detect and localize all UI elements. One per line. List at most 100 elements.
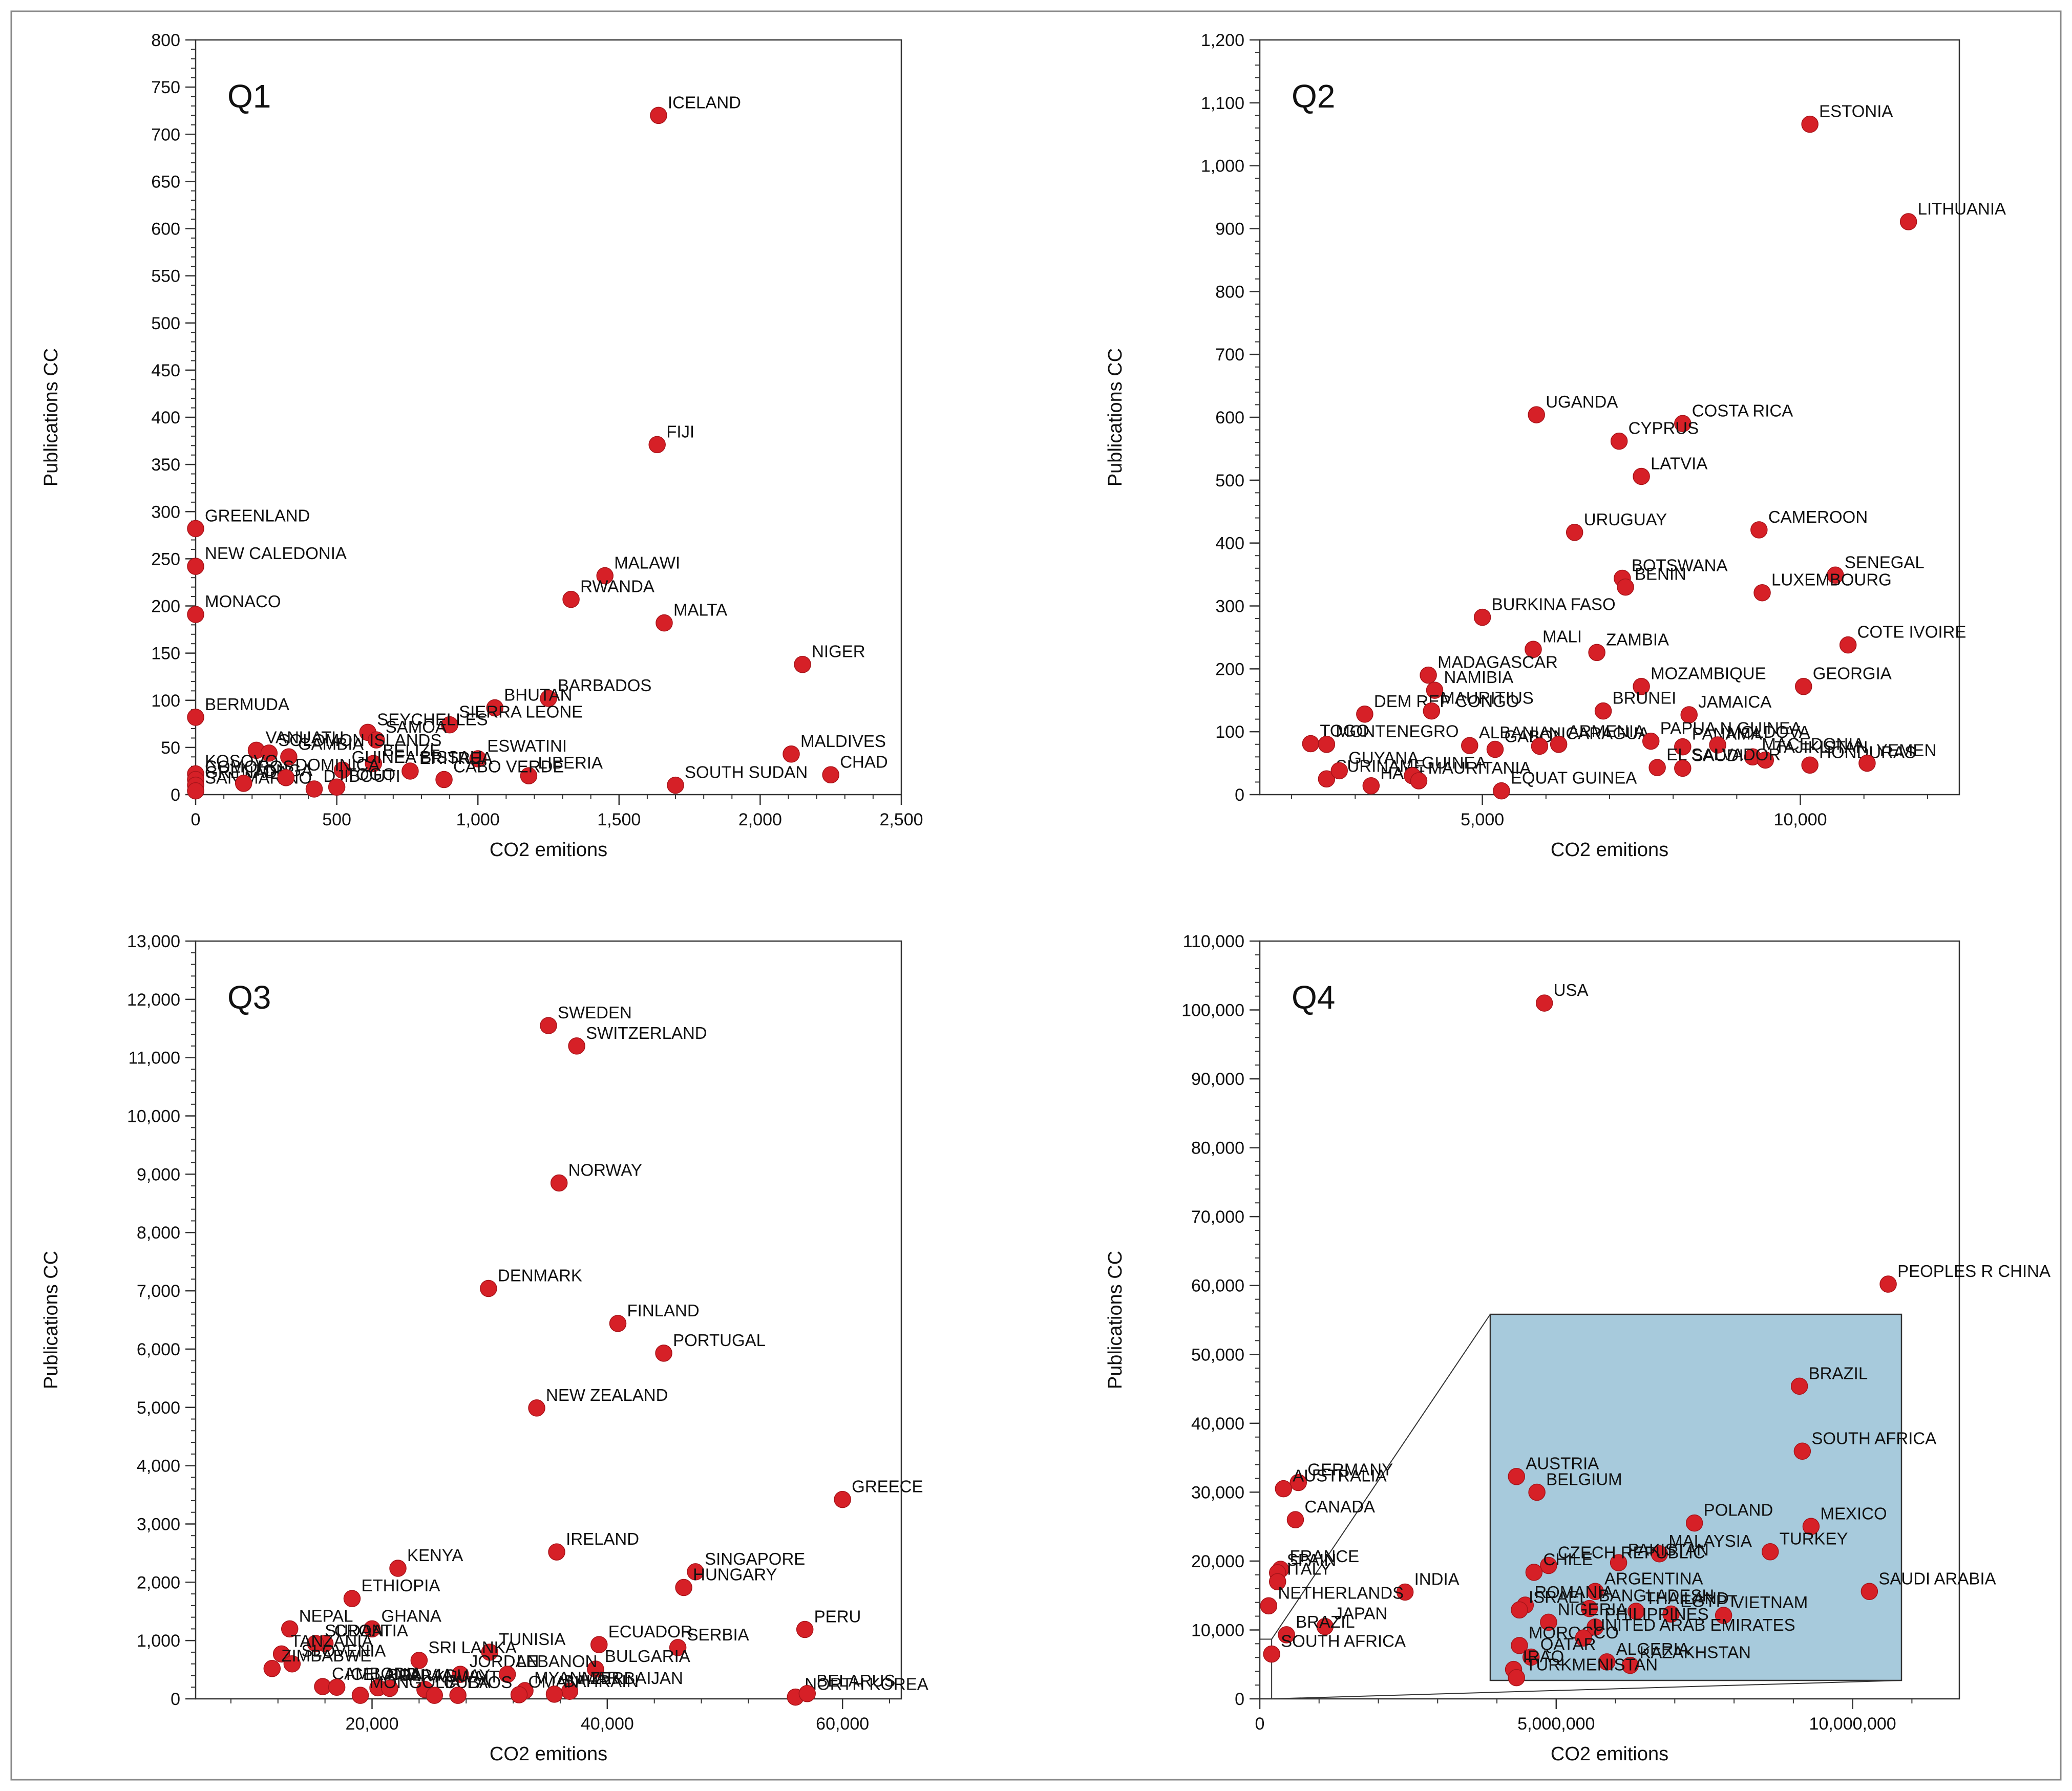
q4-inset-point-nigeria	[1540, 1613, 1557, 1631]
panel-2-point-label-montenegro: MONTENEGRO	[1336, 722, 1458, 741]
panel-3-point-ghana	[363, 1620, 381, 1638]
panel-2-point-equat-guinea	[1493, 782, 1510, 800]
panel-1-point-new-caledonia	[187, 558, 204, 575]
panel-1-title: Q1	[227, 78, 271, 115]
panel-3-point-label-serbia: SERBIA	[687, 1625, 749, 1644]
panel-1-point-label-maldives: MALDIVES	[800, 732, 886, 751]
panel-1-point-dominica	[277, 769, 295, 786]
q4-inset-point-label-philippines: PHILIPPINES	[1604, 1605, 1709, 1624]
q4-inset-point-qatar	[1522, 1648, 1540, 1666]
q4-inset-point-austria	[1508, 1467, 1526, 1485]
panel-2-point-tajikistan	[1757, 751, 1774, 769]
panel-2: Q2 0 100 200 300 400 500 600 700 800 900 1,000 1,100…	[1105, 31, 2006, 861]
q4-inset-panel	[1489, 1313, 1902, 1681]
panel-4-x-tick-label: 10,000,000	[1809, 1714, 1896, 1734]
panel-1-point-label-bhutan: BHUTAN	[504, 685, 572, 704]
panel-2-point-benin	[1617, 578, 1634, 596]
panel-2-point-label-lithuania: LITHUANIA	[1918, 199, 2006, 218]
q4-inset-point-label-south-africa: SOUTH AFRICA	[1811, 1428, 1936, 1447]
panel-1-point-label-malawi: MALAWI	[614, 553, 680, 572]
panel-2-point-label-mozambique: MOZAMBIQUE	[1651, 664, 1766, 683]
q4-inset-point-label-poland: POLAND	[1704, 1501, 1773, 1520]
panel-2-point-mozambique	[1633, 677, 1650, 695]
panel-3-point-mongolia	[351, 1687, 369, 1704]
panel-3-x-tick-label: 60,000	[816, 1714, 869, 1734]
panel-1-point-malta	[656, 614, 673, 632]
panel-3-point-singapore	[687, 1563, 704, 1581]
panel-3-point-label-bolivia: BOLIVIA	[387, 1665, 453, 1684]
panel-2-y-axis-title: Publications CC	[1105, 348, 1126, 486]
panel-3-point-label-tanzania: TANZANIA	[291, 1631, 373, 1650]
panel-2-point-namibia	[1426, 681, 1444, 699]
panel-3-point-belarus	[798, 1685, 816, 1702]
panel-1-point-label-liberia: LIBERIA	[538, 753, 603, 772]
panel-3-point-norway	[550, 1174, 568, 1192]
panel-3-points: SWEDEN SWITZERLAND NORWAY DENMARK FINLAND POR…	[263, 1003, 928, 1706]
panel-1-point-label-bermuda: BERMUDA	[205, 695, 289, 714]
panel-3-point-ireland	[548, 1543, 565, 1561]
panel-1-point-label-seychelles: SEYCHELLES	[377, 710, 488, 729]
q4-inset-point-malaysia	[1651, 1545, 1668, 1563]
panel-2-point-label-burkina-faso: BURKINA FASO	[1492, 595, 1616, 614]
panel-1-point-label-cabo-verde: CABO VERDE	[453, 757, 564, 776]
panel-2-title: Q2	[1292, 78, 1335, 115]
panel-4-point-label-spain: SPAIN	[1287, 1550, 1337, 1569]
panel-4-x-axis-title: CO2 emitions	[1551, 1743, 1668, 1765]
panel-1-point-label-kosovo: KOSOVO	[205, 751, 278, 770]
panel-2-y-tick-label: 200	[1215, 659, 1244, 679]
panel-2-point-mauritania	[1410, 772, 1428, 790]
panel-4-y-tick-label: 20,000	[1191, 1552, 1244, 1571]
panel-3-y-tick-label: 10,000	[127, 1107, 180, 1126]
q4-inset-point-label-iraq: IRAQ	[1523, 1647, 1564, 1666]
panel-1-point-label-niger: NIGER	[812, 642, 865, 661]
panel-1-y-tick-label: 200	[151, 597, 180, 616]
panel-3-point-label-singapore: SINGAPORE	[705, 1549, 805, 1568]
panel-1-point-eritrea	[401, 762, 419, 780]
panel-2-point-saudi	[1674, 759, 1692, 777]
panel-2-point-luxembourg	[1753, 584, 1771, 602]
panel-2-point-cameroon	[1750, 521, 1768, 539]
panel-1-point-barbados	[540, 690, 557, 707]
q4-inset-point-label-chile: CHILE	[1543, 1550, 1593, 1569]
panel-2-point-label-uganda: UGANDA	[1546, 392, 1618, 411]
q4-inset-point-label-brazil: BRAZIL	[1809, 1363, 1868, 1382]
panel-3-point-ethiopia	[343, 1590, 361, 1607]
panel-2-point-guyana	[1330, 762, 1348, 780]
panel-3-y-tick-label: 12,000	[127, 990, 180, 1010]
q4-inset-point-label-czech-republic: CZECH REPUBLIC	[1558, 1543, 1705, 1562]
panel-1-point-niger	[794, 655, 811, 673]
panel-1-point-cabo-verde	[435, 771, 453, 788]
q4-inset-point-chile	[1525, 1564, 1543, 1581]
panel-3-point-label-myanmar: MYANMAR	[534, 1668, 619, 1687]
q4-inset-point-label-qatar: QATAR	[1540, 1635, 1596, 1654]
panel-3-y-tick-label: 1,000	[137, 1631, 180, 1651]
panel-1-point-label-south-sudan: SOUTH SUDAN	[685, 763, 808, 782]
panel-3-point-label-sudan: SUDAN	[325, 1621, 384, 1640]
panel-1-y-tick-label: 350	[151, 455, 180, 475]
panel-3-point-tunisia	[481, 1644, 498, 1661]
panel-2-point-moldova	[1709, 736, 1726, 754]
panel-2-y-tick-label: 300	[1215, 597, 1244, 616]
panel-1-point-guinea-bissau	[333, 761, 351, 779]
q4-inset-point-label-turkmenistan: TURKMENISTAN	[1526, 1655, 1658, 1674]
panel-1-point-monaco	[187, 606, 204, 623]
panel-4-y-tick-label: 110,000	[1183, 932, 1244, 951]
panel-4-title: Q4	[1292, 979, 1335, 1016]
panel-1-y-tick-label: 400	[151, 408, 180, 428]
panel-2-point-label-cote-ivoire: COTE IVOIRE	[1857, 623, 1967, 642]
q4-inset-point-label-morocco: MOROCCO	[1529, 1623, 1619, 1642]
panel-1-point-label-belize: BELIZE	[383, 741, 441, 760]
panel-4-point-germany	[1289, 1474, 1307, 1491]
panel-2-y-tick-label: 400	[1215, 534, 1244, 553]
panel-3-point-label-portugal: PORTUGAL	[673, 1331, 766, 1350]
q4-inset-point-label-israel: ISRAEL	[1529, 1587, 1589, 1606]
q4-inset-point-bangladesh	[1580, 1600, 1598, 1617]
panel-1-x-tick-label: 1,000	[456, 810, 500, 829]
panel-3-point-serbia	[669, 1639, 687, 1656]
panel-2-plot-frame	[1259, 39, 1960, 796]
panel-1-point-maldives	[783, 745, 800, 763]
panel-1-point-samoa	[368, 731, 385, 749]
panel-2-point-label-senegal: SENEGAL	[1845, 552, 1925, 571]
panel-2-point-panama	[1674, 738, 1692, 756]
